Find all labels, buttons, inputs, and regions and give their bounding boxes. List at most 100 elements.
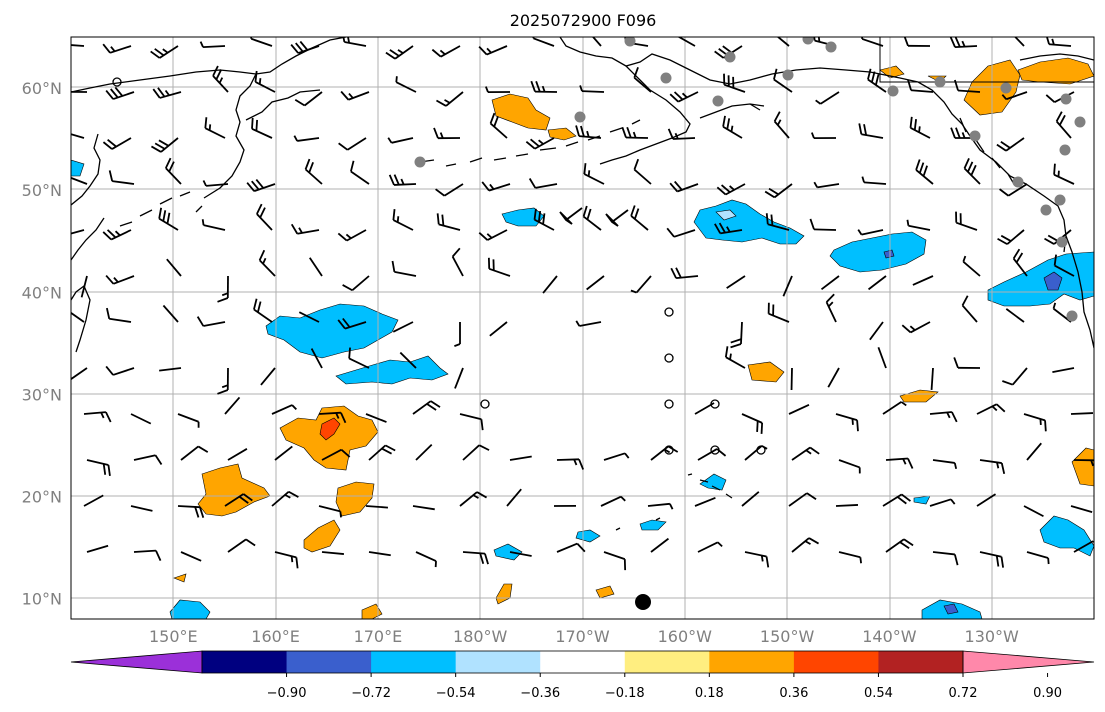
- wind-barb: [730, 321, 743, 349]
- wind-barb: [342, 275, 370, 292]
- wind-barb: [932, 551, 959, 566]
- wind-barb: [788, 492, 817, 507]
- wind-barb: [677, 37, 696, 47]
- wind-barb: [227, 448, 248, 461]
- station-dot: [934, 76, 946, 88]
- canada-box: [879, 37, 1094, 83]
- latitude-label: 50°N: [22, 181, 62, 200]
- wind-barb: [773, 111, 790, 139]
- wind-barb: [869, 321, 884, 341]
- wind-barb: [462, 444, 490, 461]
- wind-barb: [321, 551, 344, 555]
- wind-barb: [813, 181, 840, 189]
- wind-barb: [979, 459, 1006, 475]
- wind-barb: [996, 137, 1025, 152]
- longitude-label: 130°W: [965, 627, 1020, 646]
- wind-barb: [857, 229, 884, 236]
- wind-barb: [1046, 37, 1072, 47]
- wind-barb: [431, 45, 461, 58]
- latitude-label: 10°N: [22, 590, 62, 609]
- negative-area: [169, 599, 211, 619]
- wind-barb: [694, 496, 716, 507]
- negative-area: [71, 159, 85, 177]
- kuril-islands: [119, 191, 203, 227]
- colorbar-tick-label: 0.72: [949, 686, 978, 701]
- wind-barb: [506, 488, 522, 507]
- wind-barb: [166, 258, 182, 277]
- hawaii-islands: [699, 479, 733, 499]
- wind-barb: [304, 158, 323, 185]
- small-islands: [615, 473, 693, 531]
- wind-barb: [961, 295, 978, 323]
- wind-barb: [105, 365, 135, 376]
- positive-area: [361, 603, 383, 619]
- wind-barb: [309, 257, 323, 277]
- wind-barb: [130, 413, 152, 425]
- calm-circle: [112, 77, 122, 87]
- station-markers: [414, 37, 1086, 322]
- wind-barb: [489, 112, 508, 139]
- wind-barb: [256, 203, 273, 231]
- northwest-america-coast: [879, 53, 1094, 349]
- wind-barbs: [71, 37, 1094, 571]
- station-dot: [1054, 194, 1066, 206]
- wind-barb: [1002, 367, 1028, 386]
- colorbar-segment: [202, 651, 288, 673]
- positive-area: [491, 93, 551, 131]
- shaded-fields: [71, 57, 1094, 619]
- longitude-labels: 150°E 160°E 170°E 180°W 170°W 160°W 150°W 140°W…: [149, 627, 1019, 646]
- wind-barb: [338, 137, 367, 151]
- wind-barb: [318, 411, 347, 424]
- wind-barb: [1052, 367, 1075, 374]
- longitude-label: 150°E: [149, 627, 198, 646]
- wind-barb: [835, 504, 859, 507]
- wind-barb: [253, 298, 273, 323]
- wind-barb: [1070, 505, 1093, 513]
- calm-circle: [710, 399, 720, 409]
- wind-barb: [108, 170, 135, 185]
- wind-barb: [368, 551, 391, 557]
- wind-barb: [258, 249, 276, 277]
- colorbar-segment: [878, 651, 964, 673]
- wind-barb: [217, 275, 229, 303]
- strong-positive-area: [319, 417, 341, 441]
- wind-barb: [1073, 459, 1094, 467]
- wind-barb: [481, 181, 511, 192]
- wind-barb: [340, 90, 370, 101]
- wind-barb: [180, 445, 209, 461]
- wind-barb: [765, 213, 790, 231]
- wind-barb: [271, 404, 297, 415]
- positive-area: [303, 519, 341, 553]
- wind-barb: [290, 40, 320, 54]
- positive-area: [173, 573, 187, 583]
- alaska-coast: [559, 37, 881, 165]
- station-dot: [1012, 176, 1024, 188]
- wind-barb: [867, 68, 887, 93]
- colorbar-tick-label: −0.90: [267, 686, 307, 701]
- wind-barb: [177, 505, 205, 518]
- station-dot: [1056, 236, 1068, 248]
- wind-barb: [726, 275, 746, 289]
- negative-area: [913, 495, 931, 505]
- positive-area: [1017, 57, 1094, 85]
- wind-barb: [1026, 442, 1042, 461]
- colorbar-extend-high: [962, 650, 1095, 674]
- longitude-label: 170°W: [555, 627, 610, 646]
- wind-barb: [102, 229, 132, 241]
- wind-barb: [395, 76, 417, 93]
- wind-barb: [1012, 248, 1028, 277]
- wind-barb: [650, 537, 669, 553]
- station-dot: [1040, 204, 1052, 216]
- wind-barb: [838, 551, 862, 564]
- wind-barb: [930, 367, 934, 391]
- wind-barb: [999, 183, 1028, 197]
- wind-barb: [321, 448, 351, 461]
- wind-barb: [670, 267, 699, 280]
- wind-barb: [260, 367, 276, 386]
- wind-barb: [1073, 540, 1094, 553]
- wind-barb: [815, 91, 840, 105]
- colorbar-tick-label: −0.72: [351, 686, 391, 701]
- wind-barb: [392, 209, 414, 231]
- positive-area: [595, 585, 615, 599]
- calm-markers: [112, 77, 766, 455]
